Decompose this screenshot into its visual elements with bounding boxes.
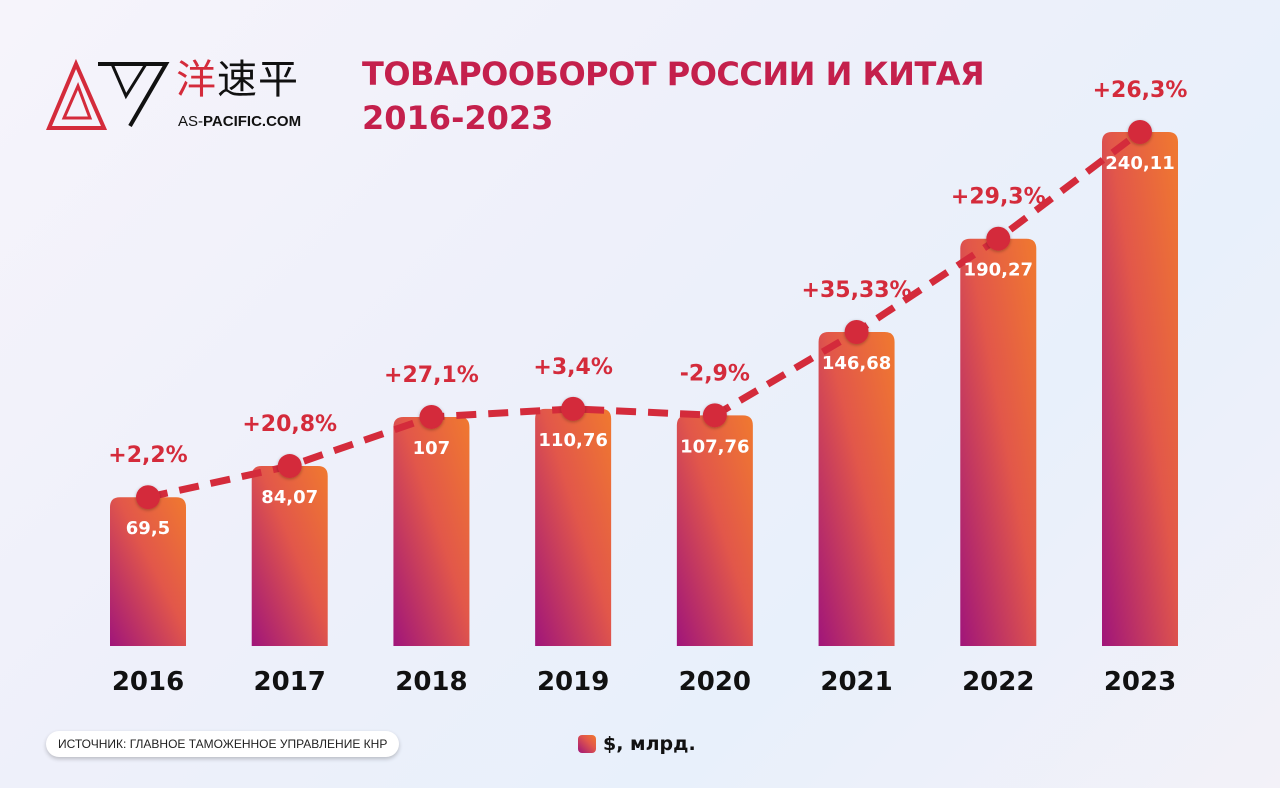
trend-point-2022: [986, 226, 1011, 251]
growth-label-2020: -2,9%: [680, 361, 750, 386]
growth-label-2019: +3,4%: [533, 355, 612, 380]
bar-2018: [393, 416, 470, 646]
year-label-2016: 2016: [112, 667, 184, 697]
chart-legend: $, млрд.: [578, 732, 696, 756]
year-label-2021: 2021: [820, 667, 892, 697]
growth-label-2022: +29,3%: [951, 185, 1046, 210]
logo-site-domain: PACIFIC.COM: [203, 113, 302, 130]
chart-title-line-2: 2016-2023: [362, 99, 554, 137]
value-label-2021: 146,68: [822, 353, 891, 374]
value-label-2020: 107,76: [680, 436, 749, 457]
bar-2020: [676, 415, 753, 646]
logo-site-prefix: AS-: [178, 113, 204, 130]
chart-title-line-1: ТОВАРООБОРОТ РОССИИ И КИТАЯ: [362, 55, 985, 93]
bar-2019: [535, 408, 612, 646]
trend-point-2021: [844, 320, 869, 345]
year-label-2022: 2022: [962, 667, 1034, 697]
growth-label-2021: +35,33%: [802, 278, 912, 303]
bar-2016: [110, 497, 186, 646]
value-label-2023: 240,11: [1105, 153, 1174, 174]
trend-point-2017: [277, 454, 302, 479]
year-label-2023: 2023: [1104, 667, 1176, 697]
year-label-2020: 2020: [679, 667, 751, 697]
bar-2021: [818, 332, 895, 646]
year-label-2018: 2018: [395, 667, 467, 697]
value-label-2017: 84,07: [261, 487, 318, 508]
trend-line: [147, 129, 1143, 501]
logo-cn-red: 洋: [176, 57, 217, 103]
logo-website: AS-PACIFIC.COM: [178, 113, 301, 130]
growth-label-2023: +26,3%: [1093, 78, 1188, 103]
value-label-2018: 107: [413, 438, 451, 459]
trend-point-2020: [702, 403, 727, 428]
growth-label-2017: +20,8%: [242, 412, 337, 437]
logo-cn-dark: 速平: [217, 57, 299, 103]
value-label-2022: 190,27: [964, 260, 1033, 281]
trend-point-2023: [1128, 120, 1152, 144]
value-label-2019: 110,76: [538, 430, 607, 451]
source-note: ИСТОЧНИК: ГЛАВНОЕ ТАМОЖЕННОЕ УПРАВЛЕНИЕ …: [46, 731, 400, 757]
as-pacific-logo-icon: [46, 58, 170, 130]
year-label-2017: 2017: [254, 667, 326, 697]
growth-label-2016: +2,2%: [108, 443, 187, 468]
value-label-2016: 69,5: [126, 518, 170, 539]
legend-label: $, млрд.: [603, 733, 696, 755]
year-label-2019: 2019: [537, 667, 609, 697]
growth-label-2018: +27,1%: [384, 363, 479, 388]
bar-2023: [1102, 132, 1178, 646]
trend-point-2019: [561, 396, 586, 421]
bar-2017: [251, 466, 328, 646]
bar-2022: [960, 238, 1037, 646]
legend-swatch-icon: [578, 735, 596, 753]
trend-point-2018: [419, 404, 444, 429]
trend-point-2016: [136, 485, 160, 510]
logo-chinese-text: 洋速平: [176, 58, 299, 102]
